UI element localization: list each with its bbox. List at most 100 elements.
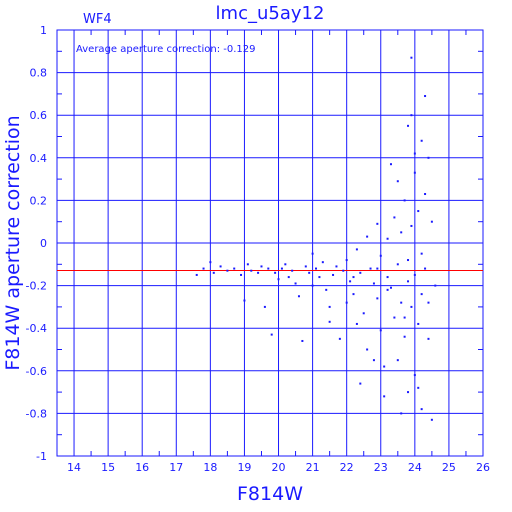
data-point: [396, 359, 399, 362]
data-point: [379, 329, 382, 332]
data-point: [430, 220, 433, 223]
x-tick-label: 19: [237, 461, 251, 474]
data-point: [369, 267, 372, 270]
data-point: [413, 273, 416, 276]
data-point: [342, 269, 345, 272]
data-point: [243, 299, 246, 302]
data-point: [315, 267, 318, 270]
y-tick-labels: -1 -0.8 -0.6 -0.4 -0.2 0 0.2 0.4 0.6 0.8 1: [26, 24, 47, 463]
data-point: [403, 316, 406, 319]
x-axis-label: F814W: [237, 483, 303, 505]
y-tick-label: 0: [40, 237, 47, 250]
data-point: [294, 282, 297, 285]
average-annotation: Average aperture correction: -0.129: [76, 44, 256, 55]
data-point: [280, 267, 283, 270]
data-point: [410, 224, 413, 227]
data-point: [403, 335, 406, 338]
data-point: [202, 267, 205, 270]
data-point: [257, 271, 260, 274]
y-tick-label: -0.4: [26, 322, 47, 335]
x-tick-label: 22: [340, 461, 354, 474]
data-point: [427, 337, 430, 340]
data-point: [304, 265, 307, 268]
data-point: [260, 265, 263, 268]
data-point: [424, 95, 427, 98]
data-point: [301, 339, 304, 342]
data-point: [393, 316, 396, 319]
data-point: [427, 156, 430, 159]
x-tick-label: 23: [374, 461, 388, 474]
data-point: [413, 374, 416, 377]
data-point: [376, 267, 379, 270]
data-point: [212, 271, 215, 274]
y-tick-label: -0.2: [26, 280, 47, 293]
plot-frame: [56, 29, 484, 457]
data-point: [352, 293, 355, 296]
data-point: [362, 312, 365, 315]
data-point: [311, 252, 314, 255]
y-tick-label: 0.4: [30, 152, 48, 165]
data-point: [366, 348, 369, 351]
data-point: [284, 263, 287, 266]
data-point: [393, 216, 396, 219]
data-point: [386, 237, 389, 240]
x-tick-label: 14: [67, 461, 81, 474]
data-point: [413, 171, 416, 174]
data-point: [297, 295, 300, 298]
data-point: [386, 276, 389, 279]
data-point: [291, 269, 294, 272]
data-point: [410, 114, 413, 117]
y-tick-label: 0.6: [30, 109, 48, 122]
data-point: [345, 301, 348, 304]
data-point: [372, 282, 375, 285]
data-point: [328, 320, 331, 323]
data-point: [359, 271, 362, 274]
data-point: [195, 273, 198, 276]
data-point: [345, 259, 348, 262]
data-point: [400, 412, 403, 415]
data-point: [246, 263, 249, 266]
data-point: [376, 222, 379, 225]
data-point: [332, 273, 335, 276]
x-tick-label: 26: [476, 461, 490, 474]
data-point: [328, 305, 331, 308]
data-point: [420, 139, 423, 142]
data-point: [407, 259, 410, 262]
data-point: [379, 254, 382, 257]
data-point: [318, 276, 321, 279]
data-point: [400, 231, 403, 234]
data-point: [434, 284, 437, 287]
data-point: [417, 386, 420, 389]
data-point: [376, 297, 379, 300]
data-point: [389, 163, 392, 166]
x-tick-label: 24: [408, 461, 422, 474]
data-point: [407, 280, 410, 283]
data-point: [287, 276, 290, 279]
data-point: [400, 301, 403, 304]
data-point: [396, 263, 399, 266]
data-point: [274, 271, 277, 274]
data-point: [403, 199, 406, 202]
data-point: [240, 273, 243, 276]
data-point: [308, 271, 311, 274]
data-point: [417, 210, 420, 213]
data-point: [209, 261, 212, 264]
data-point: [335, 265, 338, 268]
data-point: [270, 333, 273, 336]
x-tick-labels: 14 15 16 17 18 19 20 21 22 23 24 25 26: [67, 461, 490, 474]
data-point: [410, 56, 413, 59]
data-point: [355, 248, 358, 251]
data-point: [424, 267, 427, 270]
x-tick-label: 15: [101, 461, 115, 474]
data-point: [420, 252, 423, 255]
data-point: [417, 322, 420, 325]
data-point: [372, 359, 375, 362]
data-point: [420, 293, 423, 296]
data-point: [325, 288, 328, 291]
data-point: [383, 395, 386, 398]
data-point: [396, 180, 399, 183]
data-point: [389, 286, 392, 289]
x-tick-label: 21: [306, 461, 320, 474]
